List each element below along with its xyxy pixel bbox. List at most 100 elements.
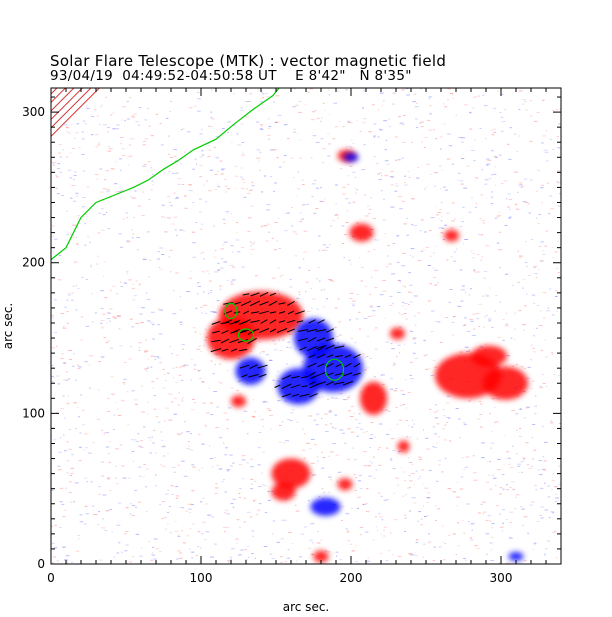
transverse-vector	[300, 376, 309, 379]
transverse-vector	[281, 393, 292, 398]
transverse-vector	[307, 336, 317, 343]
transverse-vector	[269, 292, 277, 296]
transverse-vector	[220, 338, 230, 344]
transverse-vector	[325, 328, 335, 333]
transverse-vector	[343, 372, 353, 377]
positive-region	[471, 345, 507, 367]
transverse-vector	[229, 339, 239, 344]
transverse-vector	[221, 330, 229, 334]
transverse-vector	[317, 363, 325, 368]
transverse-vector	[307, 345, 317, 352]
transverse-vector	[353, 372, 361, 376]
positive-region	[313, 550, 329, 563]
positive-region	[397, 440, 410, 453]
transverse-vector	[325, 381, 335, 386]
transverse-vector	[335, 355, 343, 358]
transverse-vector	[286, 319, 296, 324]
transverse-vector	[326, 362, 334, 368]
transverse-vector	[211, 339, 221, 343]
transverse-vector	[230, 330, 238, 334]
negative-region	[310, 497, 341, 516]
transverse-vector	[309, 384, 318, 389]
transverse-vector	[316, 337, 326, 342]
transverse-vector	[316, 371, 326, 377]
transverse-vector	[315, 345, 327, 350]
transverse-vector	[344, 362, 352, 368]
transverse-vector	[259, 291, 269, 297]
transverse-vector	[259, 328, 269, 334]
transverse-vector	[309, 393, 318, 398]
positive-region	[271, 482, 296, 501]
transverse-vector	[335, 363, 343, 368]
transverse-vector	[259, 310, 269, 315]
neutral-contour	[224, 302, 238, 319]
neutral-contour	[237, 328, 255, 342]
x-tick-label: 200	[340, 571, 363, 585]
transverse-vector	[233, 320, 241, 323]
transverse-vector	[247, 337, 257, 345]
y-tick-label: 0	[37, 557, 45, 571]
transverse-vector	[325, 337, 335, 342]
transverse-vector	[238, 321, 248, 325]
transverse-vector	[210, 348, 222, 353]
transverse-vector	[258, 373, 267, 378]
transverse-vector	[242, 310, 250, 315]
positive-region	[360, 381, 387, 415]
transverse-vector	[241, 374, 248, 378]
transverse-vector	[326, 372, 334, 377]
y-axis-title: arc sec.	[1, 303, 15, 349]
negative-region	[508, 552, 524, 561]
transverse-vector	[292, 393, 299, 397]
transverse-vector	[295, 310, 305, 315]
transverse-vector	[344, 354, 352, 358]
subtitle-date: 93/04/19	[50, 68, 114, 84]
neutral-contour-layer	[224, 302, 345, 381]
transverse-vector	[242, 293, 250, 296]
subtitle-time-range: 04:49:52-04:50:58 UT	[122, 68, 277, 84]
transverse-vector	[299, 393, 310, 397]
transverse-vector	[334, 372, 344, 376]
transverse-vector	[239, 330, 247, 334]
transverse-vector	[238, 348, 248, 352]
transverse-vector	[287, 300, 295, 306]
transverse-vector	[298, 337, 308, 342]
transverse-vector	[306, 328, 318, 333]
transverse-vector	[317, 346, 325, 351]
transverse-vector	[248, 373, 259, 378]
transverse-vector	[269, 319, 277, 324]
transverse-vector	[268, 300, 278, 307]
transverse-vector	[316, 353, 326, 359]
positive-region	[349, 223, 374, 242]
x-tick-label: 300	[490, 571, 513, 585]
y-tick-label: 200	[22, 256, 45, 270]
y-tick-label: 300	[22, 105, 45, 119]
transverse-vector	[278, 302, 286, 305]
subtitle-latitude: N 8'35"	[359, 68, 412, 84]
negative-region	[294, 318, 333, 358]
transverse-vector	[333, 381, 345, 385]
transverse-vector	[353, 362, 361, 368]
x-tick-label: 0	[47, 571, 55, 585]
x-tick-label: 100	[190, 571, 213, 585]
negative-region	[235, 357, 266, 385]
transverse-vector	[250, 320, 260, 323]
transverse-vector	[211, 321, 221, 325]
transverse-vector	[315, 381, 327, 386]
positive-region	[337, 478, 353, 491]
transverse-vector	[274, 384, 281, 388]
transverse-vector	[229, 321, 239, 325]
limb-region	[51, 88, 104, 138]
transverse-vector	[326, 354, 334, 358]
transverse-vector	[212, 330, 220, 334]
chart-title: Solar Flare Telescope (MTK) : vector mag…	[50, 52, 447, 70]
positive-region	[271, 458, 311, 489]
transverse-vector	[230, 348, 238, 352]
transverse-vector	[260, 319, 268, 324]
x-axis-title: arc sec.	[283, 600, 329, 614]
transverse-vector	[250, 311, 260, 314]
transverse-vector	[249, 300, 261, 307]
transverse-vector	[239, 364, 250, 369]
transverse-vector	[287, 328, 295, 333]
transverse-vector	[281, 374, 292, 380]
